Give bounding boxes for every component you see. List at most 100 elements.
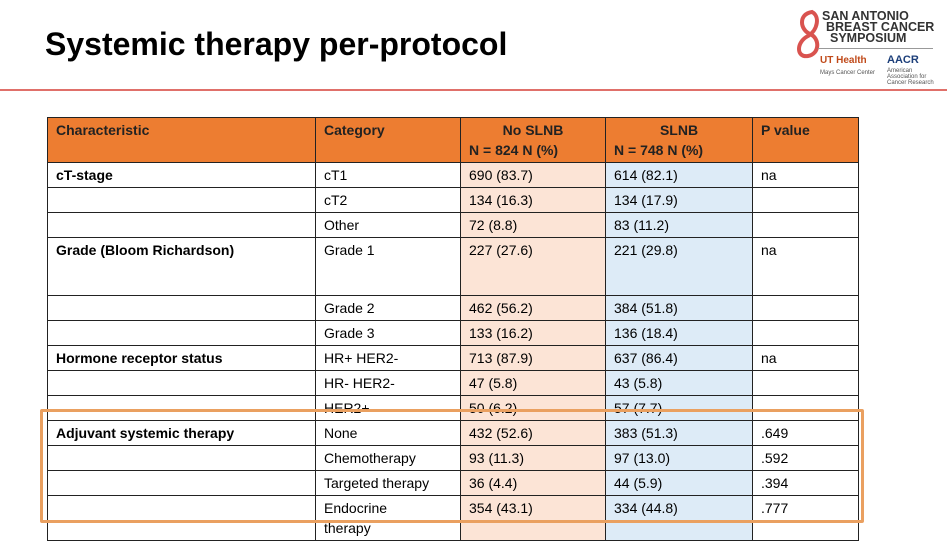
- table-cell: Grade 1: [315, 237, 461, 296]
- table-cell: 57 (7.7): [605, 395, 753, 421]
- table-row: Grade 3 133 (16.2) 136 (18.4): [47, 320, 859, 346]
- cell-text: Endocrine therapy: [324, 500, 388, 536]
- table-cell: HER2+: [315, 395, 461, 421]
- table-cell: 134 (16.3): [460, 187, 606, 213]
- cell-text: 93 (11.3): [469, 450, 524, 466]
- table-cell: [47, 187, 316, 213]
- header-sub: N = 748 N (%): [614, 142, 704, 158]
- cell-text: 354 (43.1): [469, 500, 533, 516]
- table-cell: [47, 445, 316, 471]
- table-cell: 72 (8.8): [460, 212, 606, 238]
- table-cell: .649: [752, 420, 859, 446]
- table-cell: 83 (11.2): [605, 212, 753, 238]
- table-cell: 432 (52.6): [460, 420, 606, 446]
- table-cell: na: [752, 345, 859, 371]
- table-cell: [47, 212, 316, 238]
- table-cell: [752, 295, 859, 321]
- header-cell: P value: [752, 117, 859, 163]
- table-row: Chemotherapy 93 (11.3) 97 (13.0) .592: [47, 445, 859, 471]
- table-cell: 50 (6.2): [460, 395, 606, 421]
- cell-text: 47 (5.8): [469, 375, 518, 391]
- logo-partner-sub: Mays Cancer Center: [820, 70, 876, 76]
- table-cell: [47, 320, 316, 346]
- slide-title: Systemic therapy per-protocol: [45, 26, 508, 62]
- header-cell: Category: [315, 117, 461, 163]
- table-row: Hormone receptor status HR+ HER2- 713 (87.…: [47, 345, 859, 371]
- table-cell: 43 (5.8): [605, 370, 753, 396]
- table-cell: HR+ HER2-: [315, 345, 461, 371]
- cell-text: 43 (5.8): [614, 375, 663, 391]
- cell-text: None: [324, 425, 358, 441]
- table-cell: None: [315, 420, 461, 446]
- cell-text: 384 (51.8): [614, 300, 678, 316]
- logo: SAN ANTONIO BREAST CANCER SYMPOSIUM UT H…: [790, 8, 940, 88]
- table-cell: 47 (5.8): [460, 370, 606, 396]
- logo-line: BREAST CANCER: [826, 20, 935, 34]
- header-cell: No SLNB N = 824 N (%): [460, 117, 606, 163]
- cell-text: Grade 1: [324, 242, 375, 258]
- cell-text: Adjuvant systemic therapy: [56, 425, 235, 441]
- table-cell: 134 (17.9): [605, 187, 753, 213]
- table-cell: 462 (56.2): [460, 295, 606, 321]
- header-cell: SLNB N = 748 N (%): [605, 117, 753, 163]
- cell-text: cT1: [324, 167, 348, 183]
- header-label: No SLNB: [502, 122, 564, 138]
- table-cell: cT1: [315, 162, 461, 188]
- cell-text: Targeted therapy: [324, 475, 430, 491]
- cell-text: Grade 3: [324, 325, 375, 341]
- cell-text: na: [761, 242, 777, 258]
- logo-partner: UT Health: [820, 55, 867, 66]
- data-table: Characteristic Category No SLNB N = 824 N (…: [47, 117, 859, 541]
- table-cell: Other: [315, 212, 461, 238]
- table-cell: na: [752, 162, 859, 188]
- cell-text: 72 (8.8): [469, 217, 518, 233]
- cell-text: .777: [761, 500, 789, 516]
- table-cell: na: [752, 237, 859, 296]
- table-cell: 44 (5.9): [605, 470, 753, 496]
- table-cell: Chemotherapy: [315, 445, 461, 471]
- table-cell: [47, 370, 316, 396]
- table-cell: cT2: [315, 187, 461, 213]
- cell-text: Hormone receptor status: [56, 350, 223, 366]
- table-cell: Targeted therapy: [315, 470, 461, 496]
- cell-text: 134 (16.3): [469, 192, 533, 208]
- cell-text: .394: [761, 475, 789, 491]
- cell-text: 83 (11.2): [614, 217, 669, 233]
- table-row: cT2 134 (16.3) 134 (17.9): [47, 187, 859, 213]
- table-cell: [752, 320, 859, 346]
- table-row: Grade 2 462 (56.2) 384 (51.8): [47, 295, 859, 321]
- table-row: HER2+ 50 (6.2) 57 (7.7): [47, 395, 859, 421]
- table-cell: [47, 395, 316, 421]
- table-row: cT-stage cT1 690 (83.7) 614 (82.1) na: [47, 162, 859, 188]
- cell-text: 432 (52.6): [469, 425, 533, 441]
- table-row: Targeted therapy 36 (4.4) 44 (5.9) .394: [47, 470, 859, 496]
- cell-text: cT2: [324, 192, 348, 208]
- table-cell: 690 (83.7): [460, 162, 606, 188]
- table-cell: Grade 2: [315, 295, 461, 321]
- table-cell: 36 (4.4): [460, 470, 606, 496]
- table-cell: [752, 187, 859, 213]
- table-cell: 221 (29.8): [605, 237, 753, 296]
- cell-text: cT-stage: [56, 167, 113, 183]
- table-cell: Endocrine therapy: [315, 495, 461, 541]
- header-label: SLNB: [659, 122, 699, 138]
- cell-text: 133 (16.2): [469, 325, 533, 341]
- header-label: P value: [761, 122, 810, 138]
- header-cell: Characteristic: [47, 117, 316, 163]
- table-cell: 614 (82.1): [605, 162, 753, 188]
- table-cell: 354 (43.1): [460, 495, 606, 541]
- cell-text: Grade (Bloom Richardson): [56, 242, 235, 258]
- cell-text: 50 (6.2): [469, 400, 518, 416]
- table-cell: 93 (11.3): [460, 445, 606, 471]
- cell-text: 136 (18.4): [614, 325, 678, 341]
- table-cell: Adjuvant systemic therapy: [47, 420, 316, 446]
- table-cell: .592: [752, 445, 859, 471]
- table-cell: 637 (86.4): [605, 345, 753, 371]
- header-row: Characteristic Category No SLNB N = 824 N (…: [47, 117, 859, 163]
- table-cell: Hormone receptor status: [47, 345, 316, 371]
- cell-text: 221 (29.8): [614, 242, 678, 258]
- logo-line: SYMPOSIUM: [830, 31, 907, 45]
- header-label: Characteristic: [56, 122, 150, 138]
- cell-text: 44 (5.9): [614, 475, 663, 491]
